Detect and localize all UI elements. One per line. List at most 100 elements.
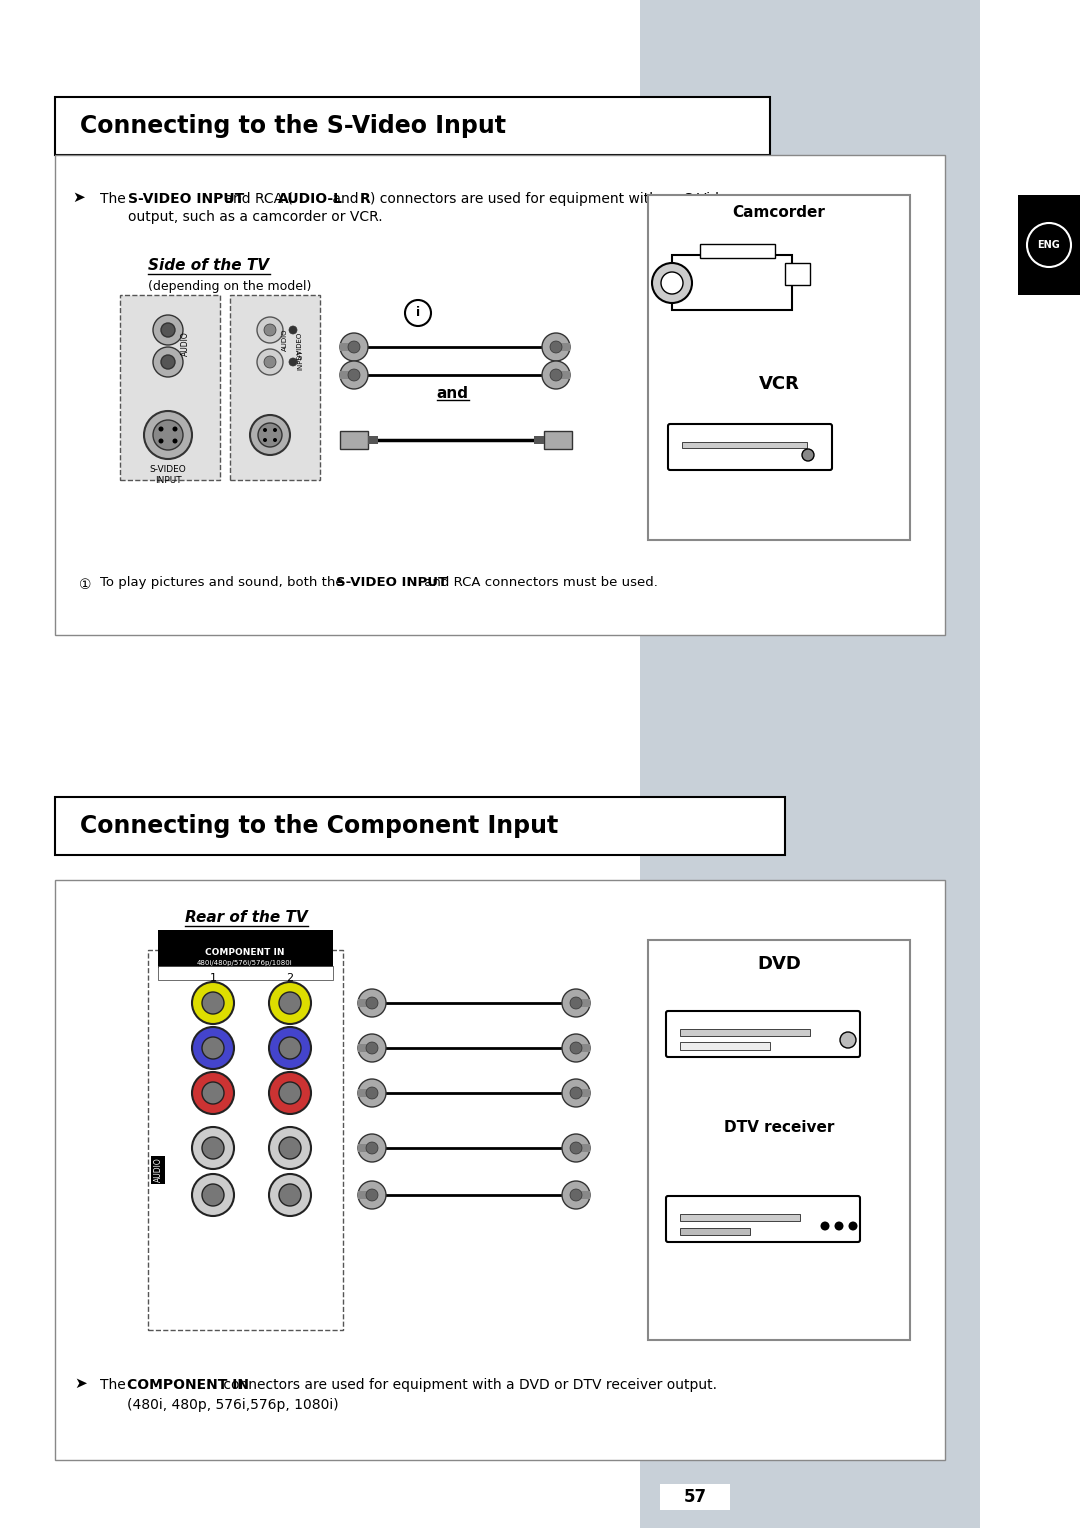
Bar <box>357 1044 372 1051</box>
Text: AUDIO: AUDIO <box>153 1158 162 1183</box>
Circle shape <box>357 1034 386 1062</box>
Text: Side of the TV: Side of the TV <box>148 258 269 274</box>
Bar <box>556 371 570 379</box>
Circle shape <box>257 316 283 342</box>
Circle shape <box>269 1174 311 1216</box>
FancyBboxPatch shape <box>666 1012 860 1057</box>
Text: S-VIDEO: S-VIDEO <box>297 332 303 361</box>
Text: AUDIO: AUDIO <box>180 332 189 356</box>
Text: Y: Y <box>170 998 177 1008</box>
Bar <box>357 1089 372 1097</box>
Bar <box>700 244 775 258</box>
Bar <box>640 0 980 601</box>
Circle shape <box>153 347 183 377</box>
Circle shape <box>570 1189 582 1201</box>
Text: The: The <box>100 1378 130 1392</box>
Bar <box>680 1229 750 1235</box>
Circle shape <box>264 428 267 432</box>
Text: R: R <box>168 1190 177 1199</box>
Bar <box>640 0 980 1528</box>
Circle shape <box>570 1086 582 1099</box>
Bar <box>340 371 354 379</box>
Text: Camcorder: Camcorder <box>732 205 825 220</box>
Circle shape <box>366 1189 378 1201</box>
Text: COMPONENT IN: COMPONENT IN <box>127 1378 249 1392</box>
Bar <box>544 431 572 449</box>
Bar <box>55 154 945 636</box>
Circle shape <box>144 411 192 458</box>
Text: ➤: ➤ <box>72 189 84 205</box>
Circle shape <box>202 1038 224 1059</box>
Circle shape <box>173 426 177 431</box>
Text: Connecting to the Component Input: Connecting to the Component Input <box>80 814 558 837</box>
Circle shape <box>173 439 177 443</box>
FancyBboxPatch shape <box>666 1196 860 1242</box>
Bar <box>148 950 343 1329</box>
Circle shape <box>550 368 562 380</box>
Circle shape <box>249 416 291 455</box>
Circle shape <box>357 1079 386 1106</box>
Text: DVD: DVD <box>757 955 801 973</box>
Circle shape <box>661 272 683 293</box>
Circle shape <box>192 983 234 1024</box>
Circle shape <box>279 1184 301 1206</box>
Text: R: R <box>360 193 370 206</box>
Bar <box>158 966 333 979</box>
Circle shape <box>289 358 297 367</box>
Bar <box>785 263 810 286</box>
Bar <box>576 1144 590 1152</box>
Circle shape <box>202 1184 224 1206</box>
Circle shape <box>348 368 360 380</box>
Circle shape <box>279 1082 301 1105</box>
Circle shape <box>357 989 386 1018</box>
Circle shape <box>269 1027 311 1070</box>
Bar <box>534 435 544 445</box>
Bar <box>158 931 333 969</box>
Circle shape <box>570 996 582 1008</box>
Text: (480i, 480p, 576i,576p, 1080i): (480i, 480p, 576i,576p, 1080i) <box>127 1398 339 1412</box>
Circle shape <box>570 1042 582 1054</box>
Circle shape <box>562 1181 590 1209</box>
Bar <box>357 1190 372 1199</box>
Circle shape <box>562 1134 590 1161</box>
Circle shape <box>366 1042 378 1054</box>
Text: Connecting to the S-Video Input: Connecting to the S-Video Input <box>80 115 507 138</box>
Circle shape <box>192 1128 234 1169</box>
Text: AUDIO: AUDIO <box>282 329 288 351</box>
Circle shape <box>153 315 183 345</box>
Bar <box>648 940 910 1340</box>
Circle shape <box>835 1221 843 1230</box>
Bar <box>120 295 220 480</box>
Bar <box>680 1028 810 1036</box>
Circle shape <box>357 1134 386 1161</box>
Circle shape <box>821 1221 829 1230</box>
Text: ①: ① <box>79 578 92 591</box>
Bar <box>660 1484 730 1510</box>
Bar <box>357 1144 372 1152</box>
Text: INPUT: INPUT <box>154 477 181 484</box>
Text: S-VIDEO: S-VIDEO <box>150 465 187 474</box>
Text: ➤: ➤ <box>75 1375 86 1390</box>
Bar <box>680 1042 770 1050</box>
Circle shape <box>161 354 175 368</box>
Circle shape <box>652 263 692 303</box>
Circle shape <box>542 361 570 390</box>
Circle shape <box>159 426 163 431</box>
Bar <box>681 442 807 448</box>
Bar <box>55 798 785 856</box>
Text: and RCA connectors must be used.: and RCA connectors must be used. <box>420 576 658 588</box>
Circle shape <box>192 1027 234 1070</box>
Circle shape <box>264 324 276 336</box>
Text: S-VIDEO INPUT: S-VIDEO INPUT <box>129 193 244 206</box>
Circle shape <box>202 1137 224 1160</box>
Text: S-VIDEO INPUT: S-VIDEO INPUT <box>336 576 447 588</box>
Circle shape <box>366 1086 378 1099</box>
Text: and RCA (: and RCA ( <box>220 193 293 206</box>
Text: Pr: Pr <box>166 1088 179 1099</box>
Bar <box>368 435 378 445</box>
Text: 1: 1 <box>210 973 216 983</box>
Bar <box>672 255 792 310</box>
Circle shape <box>279 1038 301 1059</box>
Text: COMPONENT IN: COMPONENT IN <box>205 947 285 957</box>
Bar <box>576 999 590 1007</box>
